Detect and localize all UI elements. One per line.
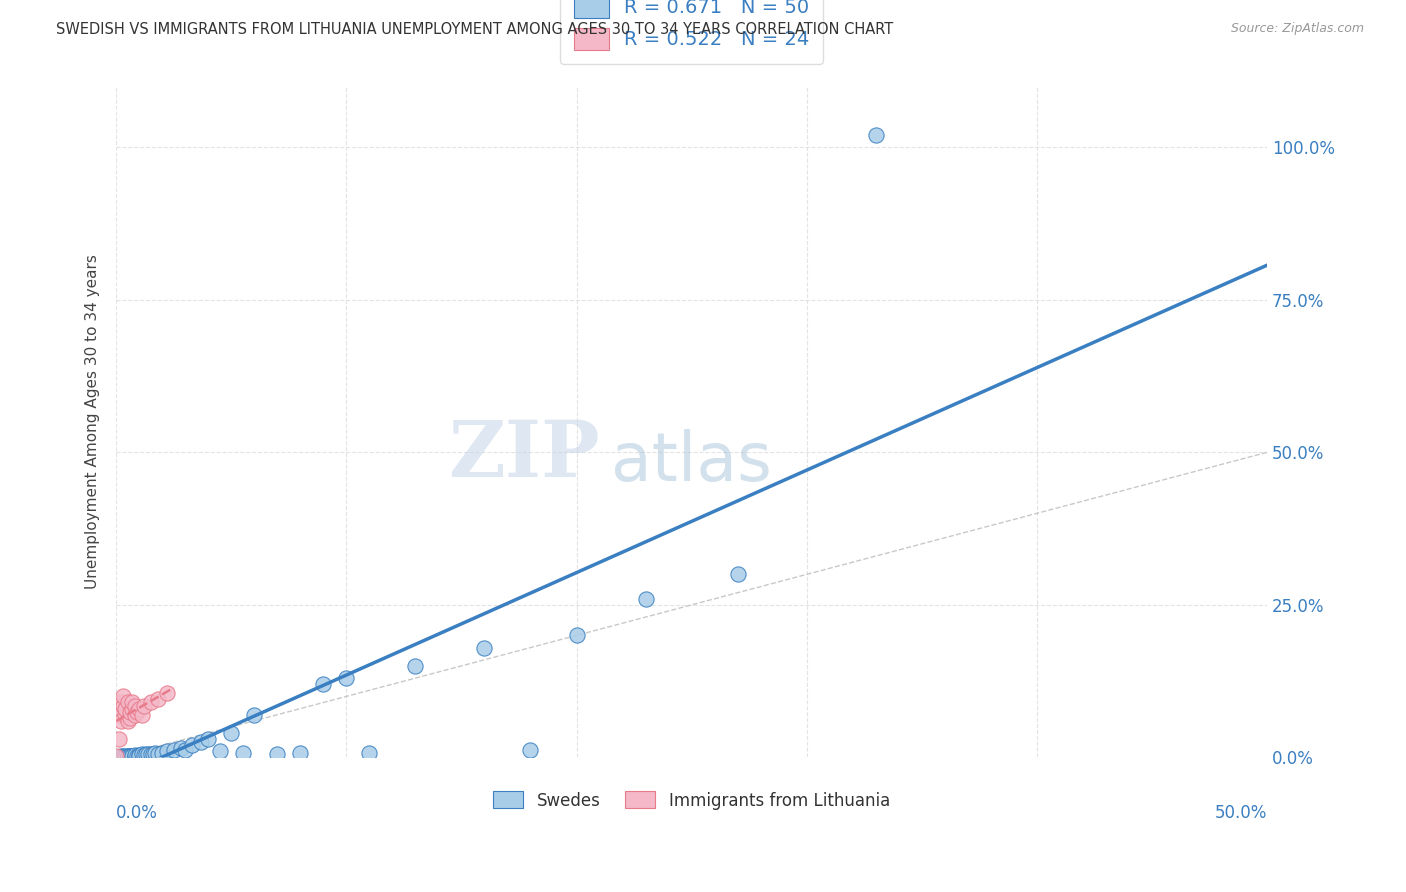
Point	[128, 747, 150, 762]
Text: ZIP: ZIP	[449, 417, 599, 493]
Point	[125, 705, 148, 719]
Point	[474, 640, 496, 655]
Text: 50.0%: 50.0%	[1215, 805, 1267, 822]
Point	[117, 696, 139, 710]
Point	[335, 671, 357, 685]
Point	[114, 749, 136, 764]
Point	[243, 707, 266, 722]
Point	[120, 711, 142, 725]
Point	[131, 707, 153, 722]
Point	[190, 735, 212, 749]
Point	[163, 743, 186, 757]
Point	[150, 746, 173, 760]
Point	[146, 692, 169, 706]
Point	[114, 701, 136, 715]
Point	[131, 747, 153, 762]
Point	[174, 743, 197, 757]
Point	[117, 749, 139, 764]
Point	[135, 747, 157, 762]
Point	[112, 749, 135, 764]
Point	[110, 714, 132, 728]
Point	[112, 749, 135, 764]
Point	[232, 746, 254, 760]
Point	[132, 747, 155, 762]
Point	[519, 743, 541, 757]
Point	[120, 748, 142, 763]
Point	[105, 749, 128, 764]
Point	[132, 698, 155, 713]
Point	[181, 738, 204, 752]
Point	[146, 747, 169, 761]
Point	[404, 659, 426, 673]
Point	[120, 705, 142, 719]
Point	[142, 747, 165, 761]
Text: 0.0%: 0.0%	[117, 805, 157, 822]
Text: atlas: atlas	[612, 429, 772, 495]
Point	[197, 732, 219, 747]
Point	[107, 707, 129, 722]
Y-axis label: Unemployment Among Ages 30 to 34 years: Unemployment Among Ages 30 to 34 years	[86, 254, 100, 590]
Point	[565, 628, 588, 642]
Point	[124, 747, 146, 762]
Point	[107, 732, 129, 747]
Point	[107, 750, 129, 764]
Point	[170, 741, 193, 756]
Point	[117, 714, 139, 728]
Point	[125, 748, 148, 763]
Point	[139, 696, 162, 710]
Point	[128, 748, 150, 763]
Point	[110, 749, 132, 764]
Point	[112, 690, 135, 704]
Point	[139, 747, 162, 762]
Point	[124, 748, 146, 763]
Point	[290, 746, 312, 760]
Point	[359, 746, 381, 760]
Point	[121, 748, 143, 763]
Text: SWEDISH VS IMMIGRANTS FROM LITHUANIA UNEMPLOYMENT AMONG AGES 30 TO 34 YEARS CORR: SWEDISH VS IMMIGRANTS FROM LITHUANIA UNE…	[56, 22, 893, 37]
Point	[124, 707, 146, 722]
Point	[634, 591, 657, 606]
Point	[128, 701, 150, 715]
Point	[117, 748, 139, 763]
Point	[156, 686, 179, 700]
Point	[120, 749, 142, 764]
Point	[727, 567, 749, 582]
Point	[266, 747, 288, 762]
Point	[114, 707, 136, 722]
Text: Source: ZipAtlas.com: Source: ZipAtlas.com	[1230, 22, 1364, 36]
Point	[865, 128, 887, 143]
Point	[114, 749, 136, 764]
Point	[121, 701, 143, 715]
Point	[312, 677, 335, 691]
Point	[124, 698, 146, 713]
Point	[121, 749, 143, 764]
Point	[110, 696, 132, 710]
Point	[221, 726, 243, 740]
Point	[110, 749, 132, 764]
Point	[208, 744, 231, 758]
Point	[121, 696, 143, 710]
Point	[145, 746, 167, 760]
Point	[156, 744, 179, 758]
Legend: Swedes, Immigrants from Lithuania: Swedes, Immigrants from Lithuania	[486, 785, 897, 816]
Point	[112, 698, 135, 713]
Point	[138, 747, 160, 761]
